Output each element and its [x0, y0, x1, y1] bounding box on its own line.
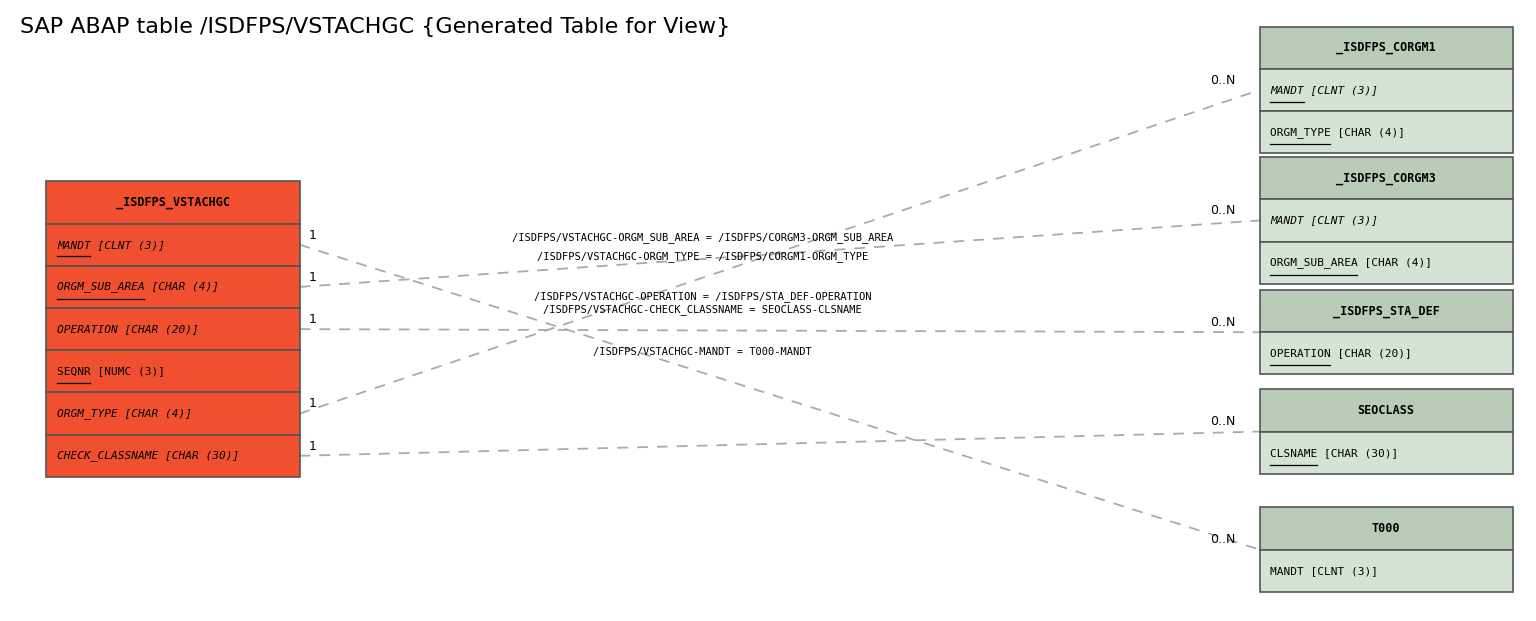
Text: ORGM_TYPE [CHAR (4)]: ORGM_TYPE [CHAR (4)]	[57, 408, 192, 419]
FancyBboxPatch shape	[1260, 389, 1513, 432]
FancyBboxPatch shape	[1260, 432, 1513, 474]
FancyBboxPatch shape	[1260, 550, 1513, 592]
Text: _ISDFPS_CORGM3: _ISDFPS_CORGM3	[1336, 172, 1436, 184]
Text: /ISDFPS/VSTACHGC-ORGM_SUB_AREA = /ISDFPS/CORGM3-ORGM_SUB_AREA: /ISDFPS/VSTACHGC-ORGM_SUB_AREA = /ISDFPS…	[511, 232, 894, 243]
Text: 1: 1	[309, 440, 316, 453]
FancyBboxPatch shape	[1260, 157, 1513, 199]
Text: /ISDFPS/VSTACHGC-MANDT = T000-MANDT: /ISDFPS/VSTACHGC-MANDT = T000-MANDT	[593, 347, 813, 357]
Text: MANDT [CLNT (3)]: MANDT [CLNT (3)]	[57, 240, 164, 250]
Text: 0..N: 0..N	[1210, 204, 1236, 217]
Text: 0..N: 0..N	[1210, 316, 1236, 329]
Text: 1: 1	[309, 271, 316, 284]
FancyBboxPatch shape	[1260, 507, 1513, 550]
Text: ORGM_SUB_AREA [CHAR (4)]: ORGM_SUB_AREA [CHAR (4)]	[57, 281, 218, 292]
Text: CHECK_CLASSNAME [CHAR (30)]: CHECK_CLASSNAME [CHAR (30)]	[57, 450, 240, 461]
Text: MANDT [CLNT (3)]: MANDT [CLNT (3)]	[1270, 85, 1378, 95]
Text: SAP ABAP table /ISDFPS/VSTACHGC {Generated Table for View}: SAP ABAP table /ISDFPS/VSTACHGC {Generat…	[20, 17, 730, 37]
FancyBboxPatch shape	[46, 392, 300, 435]
Text: 1: 1	[309, 229, 316, 242]
Text: 0..N: 0..N	[1210, 533, 1236, 546]
Text: 1: 1	[309, 313, 316, 326]
FancyBboxPatch shape	[46, 224, 300, 266]
FancyBboxPatch shape	[46, 181, 300, 224]
FancyBboxPatch shape	[1260, 290, 1513, 332]
Text: _ISDFPS_VSTACHGC: _ISDFPS_VSTACHGC	[115, 196, 230, 209]
Text: MANDT [CLNT (3)]: MANDT [CLNT (3)]	[1270, 566, 1378, 576]
Text: 0..N: 0..N	[1210, 74, 1236, 87]
FancyBboxPatch shape	[1260, 111, 1513, 153]
Text: OPERATION [CHAR (20)]: OPERATION [CHAR (20)]	[1270, 348, 1412, 358]
Text: T000: T000	[1372, 522, 1401, 535]
FancyBboxPatch shape	[1260, 27, 1513, 69]
FancyBboxPatch shape	[1260, 199, 1513, 242]
FancyBboxPatch shape	[46, 308, 300, 350]
Text: _ISDFPS_STA_DEF: _ISDFPS_STA_DEF	[1333, 305, 1439, 317]
FancyBboxPatch shape	[1260, 69, 1513, 111]
Text: ORGM_SUB_AREA [CHAR (4)]: ORGM_SUB_AREA [CHAR (4)]	[1270, 257, 1432, 268]
FancyBboxPatch shape	[1260, 242, 1513, 284]
Text: SEQNR [NUMC (3)]: SEQNR [NUMC (3)]	[57, 366, 164, 376]
Text: CLSNAME [CHAR (30)]: CLSNAME [CHAR (30)]	[1270, 448, 1398, 458]
FancyBboxPatch shape	[46, 266, 300, 308]
Text: MANDT [CLNT (3)]: MANDT [CLNT (3)]	[1270, 215, 1378, 225]
Text: ORGM_TYPE [CHAR (4)]: ORGM_TYPE [CHAR (4)]	[1270, 127, 1405, 138]
Text: OPERATION [CHAR (20)]: OPERATION [CHAR (20)]	[57, 324, 198, 334]
Text: /ISDFPS/VSTACHGC-ORGM_TYPE = /ISDFPS/CORGM1-ORGM_TYPE: /ISDFPS/VSTACHGC-ORGM_TYPE = /ISDFPS/COR…	[538, 252, 868, 262]
Text: SEOCLASS: SEOCLASS	[1358, 404, 1415, 417]
FancyBboxPatch shape	[46, 350, 300, 392]
Text: 0..N: 0..N	[1210, 415, 1236, 428]
Text: 1: 1	[309, 397, 316, 410]
Text: /ISDFPS/VSTACHGC-OPERATION = /ISDFPS/STA_DEF-OPERATION
/ISDFPS/VSTACHGC-CHECK_CL: /ISDFPS/VSTACHGC-OPERATION = /ISDFPS/STA…	[535, 291, 871, 315]
Text: _ISDFPS_CORGM1: _ISDFPS_CORGM1	[1336, 42, 1436, 54]
FancyBboxPatch shape	[1260, 332, 1513, 374]
FancyBboxPatch shape	[46, 435, 300, 477]
